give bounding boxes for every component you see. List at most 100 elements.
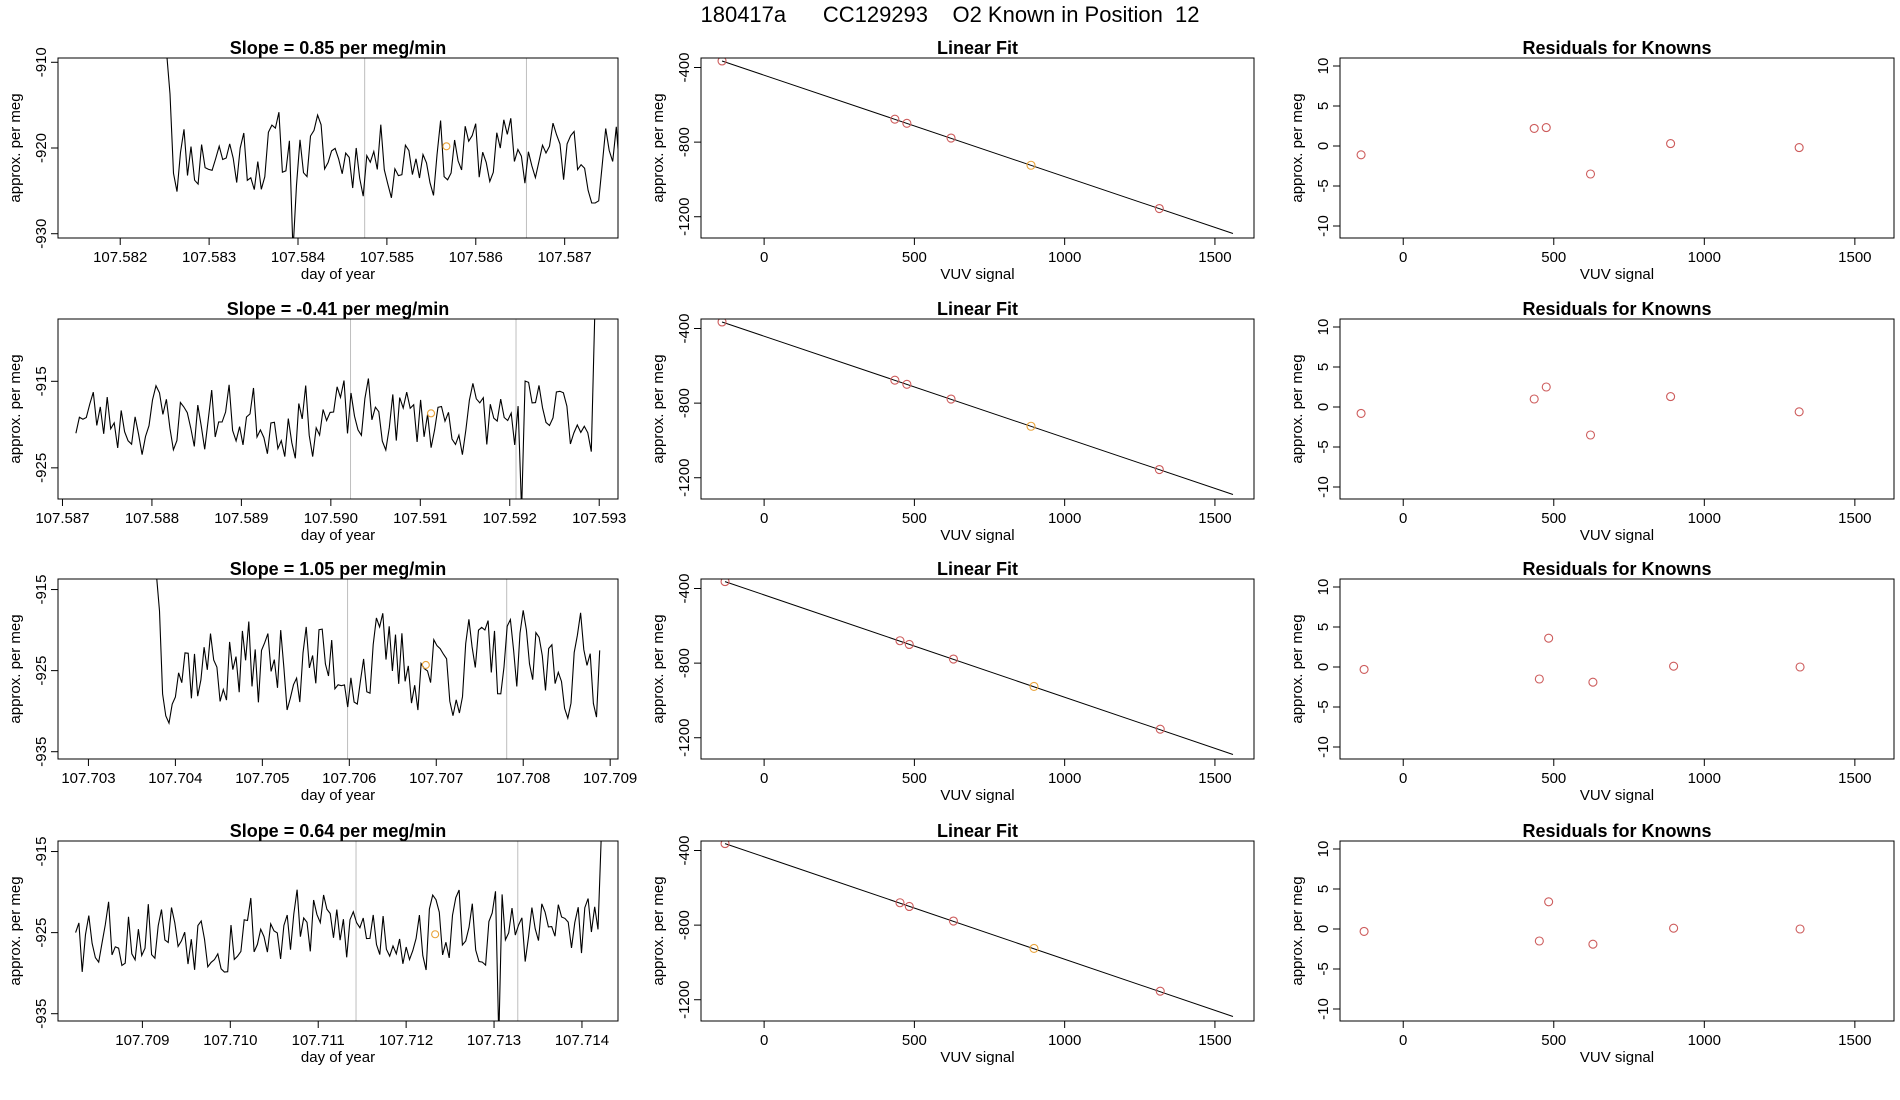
data-point (1359, 664, 1369, 674)
data-point (902, 379, 912, 389)
plot-frame (700, 840, 1255, 1022)
x-tick-label: 0 (1399, 1032, 1407, 1049)
fit-line (721, 321, 1234, 495)
x-tick-label: 0 (1399, 770, 1407, 787)
x-tick-label: 107.583 (182, 249, 236, 266)
panel-1-2: Linear Fit 0 500 1000 1500 -400 -800 -1200 VUV s… (650, 38, 1255, 283)
x-axis-label: VUV signal (1580, 527, 1654, 544)
slope-prefix: Slope = (230, 559, 300, 579)
panel-2-3: Residuals for Knowns 0 500 1000 1500 10 5 0 -5 -1… (1289, 299, 1895, 544)
x-tick-label: 1000 (1688, 1032, 1721, 1049)
x-tick-label: 1000 (1048, 1032, 1081, 1049)
y-tick-label: -400 (676, 313, 693, 343)
data-point (1585, 430, 1596, 440)
slope-value: 1.05 (299, 559, 334, 579)
panel-4-2: Linear Fit 0 500 1000 1500 -400 -800 -1200 VUV s… (650, 821, 1255, 1066)
y-tick-label: -935 (33, 999, 50, 1029)
y-axis-label: approx. per meg (1289, 354, 1306, 463)
x-tick-label: 107.593 (572, 510, 626, 527)
figure-title: 180417a CC129293 O2 Known in Position 12 (0, 2, 1900, 28)
x-axis-label: day of year (301, 527, 375, 544)
y-tick-label: -5 (1315, 700, 1332, 713)
y-tick-label: -915 (33, 575, 50, 605)
x-tick-label: 500 (1541, 249, 1566, 266)
y-tick-label: 10 (1315, 841, 1332, 858)
plot-frame (1339, 578, 1895, 760)
plot-area (1359, 633, 1805, 687)
plot-frame (57, 57, 619, 239)
slope-suffix: per meg/min (334, 821, 446, 841)
x-axis-label: VUV signal (940, 787, 1014, 804)
y-tick-label: 5 (1315, 102, 1332, 110)
y-axis-label: approx. per meg (1289, 614, 1306, 723)
panel-title: Residuals for Knowns (1522, 821, 1711, 841)
y-axis-label: approx. per meg (7, 93, 24, 202)
x-tick-label: 107.703 (61, 770, 115, 787)
x-tick-label: 107.584 (271, 249, 325, 266)
figure-description: O2 Known in Position 12 (952, 2, 1200, 27)
x-tick-label: 1000 (1048, 770, 1081, 787)
slope-value: 0.64 (299, 821, 334, 841)
slope-prefix: Slope = (230, 38, 300, 58)
x-tick-label: 0 (1399, 510, 1407, 527)
y-tick-label: 0 (1315, 925, 1332, 933)
fit-line (721, 60, 1234, 234)
panel-2-2: Linear Fit 0 500 1000 1500 -400 -800 -1200 VUV s… (650, 299, 1255, 544)
y-tick-label: -915 (33, 837, 50, 867)
x-axis-label: day of year (301, 266, 375, 283)
data-point (720, 841, 730, 849)
x-tick-label: 1500 (1838, 1032, 1871, 1049)
data-point (1794, 143, 1804, 153)
x-tick-label: 500 (902, 510, 927, 527)
y-tick-label: 5 (1315, 363, 1332, 371)
data-point (1588, 677, 1598, 687)
panel-2-1: Slope = -0.41 per meg/min 107.587 107.588 1… (7, 299, 626, 544)
plot-area (1356, 382, 1804, 440)
y-tick-label: -800 (676, 127, 693, 157)
x-tick-label: 107.709 (583, 770, 637, 787)
y-axis-label: approx. per meg (650, 876, 667, 985)
panel-title: Linear Fit (937, 559, 1018, 579)
y-tick-label: 10 (1315, 319, 1332, 336)
x-tick-label: 500 (902, 1032, 927, 1049)
x-tick-label: 107.704 (148, 770, 202, 787)
plot-area (717, 58, 1234, 234)
fit-line (724, 581, 1234, 755)
plot-area (720, 841, 1234, 1017)
x-tick-label: 107.710 (203, 1032, 257, 1049)
x-tick-label: 0 (1399, 249, 1407, 266)
y-tick-label: 0 (1315, 663, 1332, 671)
slope-prefix: Slope = (230, 821, 300, 841)
slope-suffix: per meg/min (337, 299, 449, 319)
data-point (1356, 408, 1366, 418)
data-point (717, 58, 727, 66)
panel-title: Linear Fit (937, 38, 1018, 58)
y-axis-label: approx. per meg (1289, 876, 1306, 985)
data-point (1529, 394, 1539, 404)
data-point (1544, 897, 1554, 907)
x-tick-label: 107.582 (93, 249, 147, 266)
data-point (948, 654, 959, 664)
x-axis-label: VUV signal (940, 266, 1014, 283)
x-tick-label: 107.591 (393, 510, 447, 527)
data-point (1029, 681, 1039, 691)
x-tick-label: 107.589 (214, 510, 268, 527)
y-tick-label: -1200 (676, 981, 693, 1019)
signal-trace (75, 841, 602, 1021)
panel-title: Residuals for Knowns (1522, 559, 1711, 579)
data-point (1026, 160, 1036, 170)
plot-area (156, 579, 601, 759)
plot-area (166, 58, 618, 238)
x-tick-label: 107.587 (35, 510, 89, 527)
data-point (1666, 139, 1676, 149)
data-point (1585, 169, 1596, 179)
x-tick-label: 1500 (1198, 249, 1231, 266)
data-point (1794, 407, 1804, 417)
y-tick-label: -800 (676, 648, 693, 678)
data-point (948, 916, 959, 926)
y-tick-label: -5 (1315, 179, 1332, 192)
data-point (1026, 421, 1036, 431)
panel-1-3: Residuals for Knowns 0 500 1000 1500 10 5 0 -5 -1… (1289, 38, 1895, 283)
x-tick-label: 500 (1541, 770, 1566, 787)
signal-trace (75, 319, 596, 499)
